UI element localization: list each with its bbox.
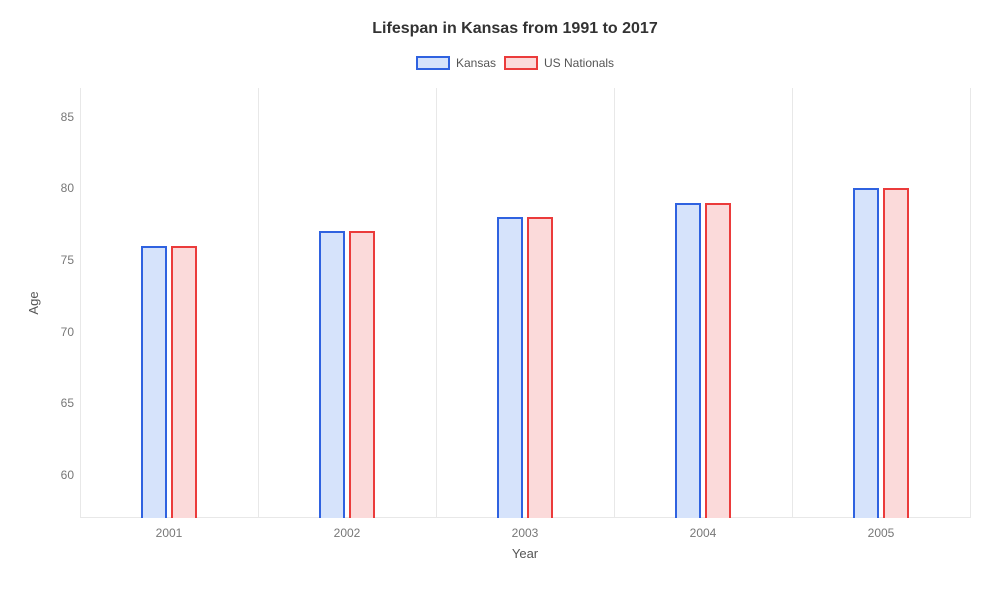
plot-area: Age 60657075808520012002200320042005 — [80, 88, 970, 518]
legend-item-us-nationals: US Nationals — [504, 56, 614, 70]
legend-swatch-us-nationals — [504, 56, 538, 70]
bar — [883, 188, 909, 518]
y-axis-label: Age — [26, 291, 41, 314]
x-axis-label: Year — [80, 546, 970, 561]
x-tick-label: 2005 — [868, 526, 895, 540]
bar — [141, 246, 167, 518]
legend-item-kansas: Kansas — [416, 56, 496, 70]
bar — [675, 203, 701, 518]
y-tick-label: 80 — [40, 181, 74, 195]
bar-group — [319, 231, 375, 518]
y-tick-label: 75 — [40, 253, 74, 267]
bar-group — [675, 203, 731, 518]
legend-label-us-nationals: US Nationals — [544, 56, 614, 70]
legend: Kansas US Nationals — [60, 56, 970, 70]
bar — [705, 203, 731, 518]
x-tick-label: 2003 — [512, 526, 539, 540]
y-tick-label: 60 — [40, 468, 74, 482]
bar-group — [853, 188, 909, 518]
gridline-vertical — [258, 88, 259, 518]
bar — [853, 188, 879, 518]
gridline-vertical — [970, 88, 971, 518]
gridline-vertical — [80, 88, 81, 518]
gridline-vertical — [436, 88, 437, 518]
x-tick-label: 2004 — [690, 526, 717, 540]
y-tick-label: 70 — [40, 325, 74, 339]
y-tick-label: 85 — [40, 110, 74, 124]
bar — [497, 217, 523, 518]
x-tick-label: 2001 — [156, 526, 183, 540]
bar-group — [497, 217, 553, 518]
legend-label-kansas: Kansas — [456, 56, 496, 70]
y-tick-label: 65 — [40, 396, 74, 410]
bar — [171, 246, 197, 518]
bar — [319, 231, 345, 518]
bar — [349, 231, 375, 518]
x-tick-label: 2002 — [334, 526, 361, 540]
bar-group — [141, 246, 197, 518]
chart-container: Lifespan in Kansas from 1991 to 2017 Kan… — [0, 0, 1000, 600]
gridline-vertical — [614, 88, 615, 518]
chart-title: Lifespan in Kansas from 1991 to 2017 — [60, 20, 970, 38]
legend-swatch-kansas — [416, 56, 450, 70]
bar — [527, 217, 553, 518]
gridline-vertical — [792, 88, 793, 518]
